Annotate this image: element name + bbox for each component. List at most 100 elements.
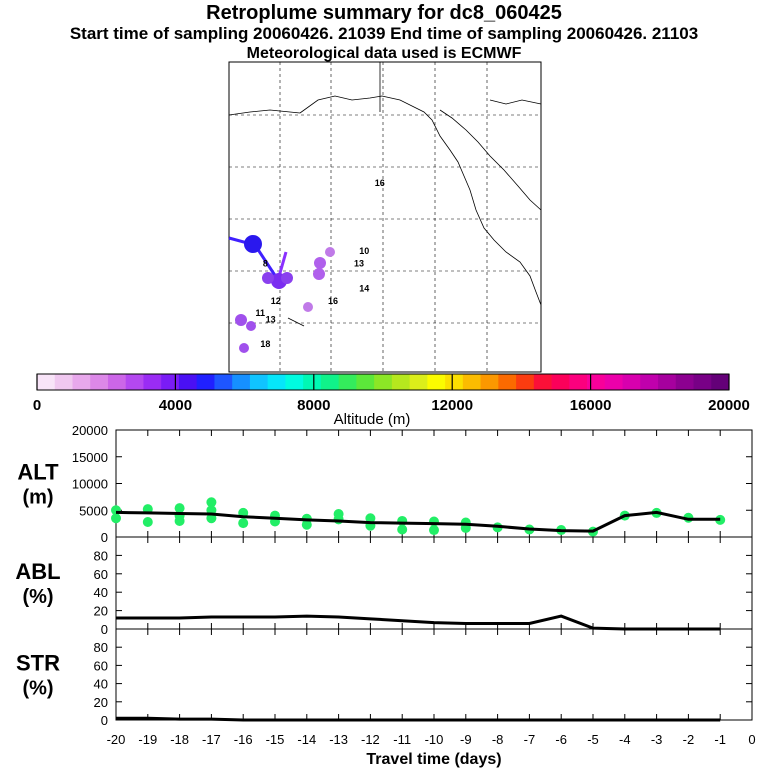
colorbar-tick-label: 20000 xyxy=(708,397,750,414)
colorbar-swatch xyxy=(498,374,517,390)
x-axis: -20 -19 -18 -17 -16 -15 -14 -13 -12 -11 -10 -9 -8 -7-… xyxy=(107,732,756,768)
x-tick-label: -17 xyxy=(202,732,221,747)
day-label: 18 xyxy=(260,339,270,349)
x-axis-label: Travel time (days) xyxy=(366,751,501,768)
day-label: 12 xyxy=(271,296,281,306)
x-tick-label: -18 xyxy=(170,732,189,747)
day-label: 13 xyxy=(354,259,364,269)
map-frame xyxy=(228,61,542,373)
colorbar-swatch xyxy=(391,374,411,390)
colorbar-swatch xyxy=(374,374,393,390)
day-label: 8 xyxy=(263,259,268,269)
y-tick-label: 20 xyxy=(94,695,108,710)
colorbar-swatch xyxy=(37,374,56,390)
colorbar-swatch xyxy=(214,374,233,390)
plume-cluster xyxy=(303,302,313,312)
colorbar-swatch xyxy=(249,374,269,390)
scatter-point xyxy=(333,514,344,525)
scatter-point xyxy=(301,519,312,530)
colorbar-swatch xyxy=(711,374,730,390)
y-axis-unit: (%) xyxy=(22,586,53,608)
colorbar-swatch xyxy=(409,374,428,390)
x-tick-label: -9 xyxy=(460,732,472,747)
x-tick-label: -3 xyxy=(651,732,663,747)
series-line-altitude xyxy=(115,510,721,533)
colorbar-tick-label: 12000 xyxy=(431,397,473,414)
y-tick-label: 5000 xyxy=(79,503,108,518)
scatter-point xyxy=(206,497,217,508)
scatter-point xyxy=(238,518,249,529)
x-tick-label: -7 xyxy=(524,732,536,747)
colorbar-swatch xyxy=(143,374,162,390)
x-tick-label: -5 xyxy=(587,732,599,747)
colorbar-swatch xyxy=(90,374,109,390)
colorbar-swatch xyxy=(320,374,340,390)
x-tick-label: 0 xyxy=(748,732,755,747)
time-series-panels: 05000100001500020000ALT(m)020406080ABL(%… xyxy=(15,423,755,768)
colorbar-title: Altitude (m) xyxy=(334,411,411,428)
x-tick-label: -8 xyxy=(492,732,504,747)
colorbar-swatch xyxy=(303,374,322,390)
y-tick-label: 80 xyxy=(94,640,108,655)
scatter-point xyxy=(174,503,185,514)
colorbar-swatch xyxy=(622,374,641,390)
y-tick-label: 60 xyxy=(94,658,108,673)
plume-cluster xyxy=(281,272,293,284)
colorbar-swatch xyxy=(161,374,180,390)
day-label: 14 xyxy=(359,283,369,293)
colorbar-tick-label: 8000 xyxy=(297,397,330,414)
series-line-abl xyxy=(116,614,721,631)
colorbar-swatch xyxy=(445,374,464,390)
plume-cluster xyxy=(235,314,247,326)
day-label: 16 xyxy=(328,296,338,306)
colorbar-swatch xyxy=(72,374,91,390)
y-tick-label: 10000 xyxy=(72,477,108,492)
colorbar-swatch xyxy=(675,374,694,390)
plume-cluster xyxy=(239,343,249,353)
colorbar-swatch xyxy=(338,374,357,390)
y-axis-label: STR xyxy=(16,651,60,676)
y-tick-label: 60 xyxy=(94,567,108,582)
colorbar-swatch xyxy=(587,374,606,390)
x-tick-label: -11 xyxy=(393,732,411,747)
coastline-alaska xyxy=(228,109,301,116)
x-tick-label: -10 xyxy=(425,732,444,747)
colorbar-swatch xyxy=(232,374,251,390)
panel-str: 0 20 40 60 80 STR(%) xyxy=(16,628,753,728)
x-tick-label: -1 xyxy=(714,732,726,747)
colorbar-swatch xyxy=(178,374,198,390)
y-tick-label: 80 xyxy=(94,548,108,563)
chart-title: Retroplume summary for dc8_060425 xyxy=(206,2,562,24)
scatter-point xyxy=(365,513,376,524)
x-tick-label: -14 xyxy=(297,732,316,747)
colorbar-swatch xyxy=(480,374,499,390)
x-tick-label: -6 xyxy=(555,732,567,747)
y-tick-label: 20000 xyxy=(72,423,108,438)
y-tick-label: 40 xyxy=(94,677,108,692)
x-tick-label: -13 xyxy=(329,732,348,747)
colorbar-tick-label: 16000 xyxy=(570,397,612,414)
scatter-point xyxy=(142,517,153,528)
colorbar-tick-label: 0 xyxy=(33,397,41,414)
series-line-str xyxy=(116,716,721,722)
y-axis-label: ABL xyxy=(15,559,60,584)
colorbar-swatch xyxy=(693,374,712,390)
map-coastline xyxy=(228,62,542,327)
colorbar-swatch xyxy=(427,374,446,390)
colorbar-swatch xyxy=(569,374,588,390)
colorbar-swatch xyxy=(107,374,127,390)
x-tick-label: -20 xyxy=(107,732,126,747)
coastline-inland xyxy=(489,99,542,105)
y-axis-unit: (m) xyxy=(22,487,53,509)
scatter-point xyxy=(429,525,439,536)
colorbar-swatch xyxy=(196,374,215,390)
x-tick-label: -15 xyxy=(266,732,285,747)
y-axis-unit: (%) xyxy=(22,678,53,700)
plume-cluster xyxy=(314,257,326,269)
coastline-mountains xyxy=(439,109,542,211)
colorbar-tick-label: 4000 xyxy=(159,397,192,414)
trajectory-plume xyxy=(228,235,335,353)
y-tick-label: 0 xyxy=(101,713,108,728)
